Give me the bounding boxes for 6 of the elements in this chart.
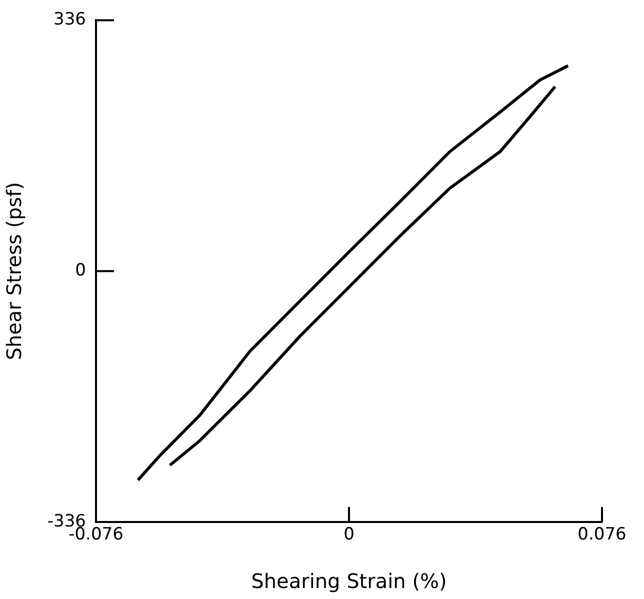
y-tick-label: 336 <box>54 10 86 30</box>
x-tick-label: 0 <box>344 524 354 545</box>
y-tick-label: 0 <box>75 260 86 281</box>
x-tick-label: 0.076 <box>578 524 626 545</box>
y-axis-title: Shear Stress (psf) <box>2 182 26 360</box>
x-axis-title: Shearing Strain (%) <box>251 569 447 594</box>
